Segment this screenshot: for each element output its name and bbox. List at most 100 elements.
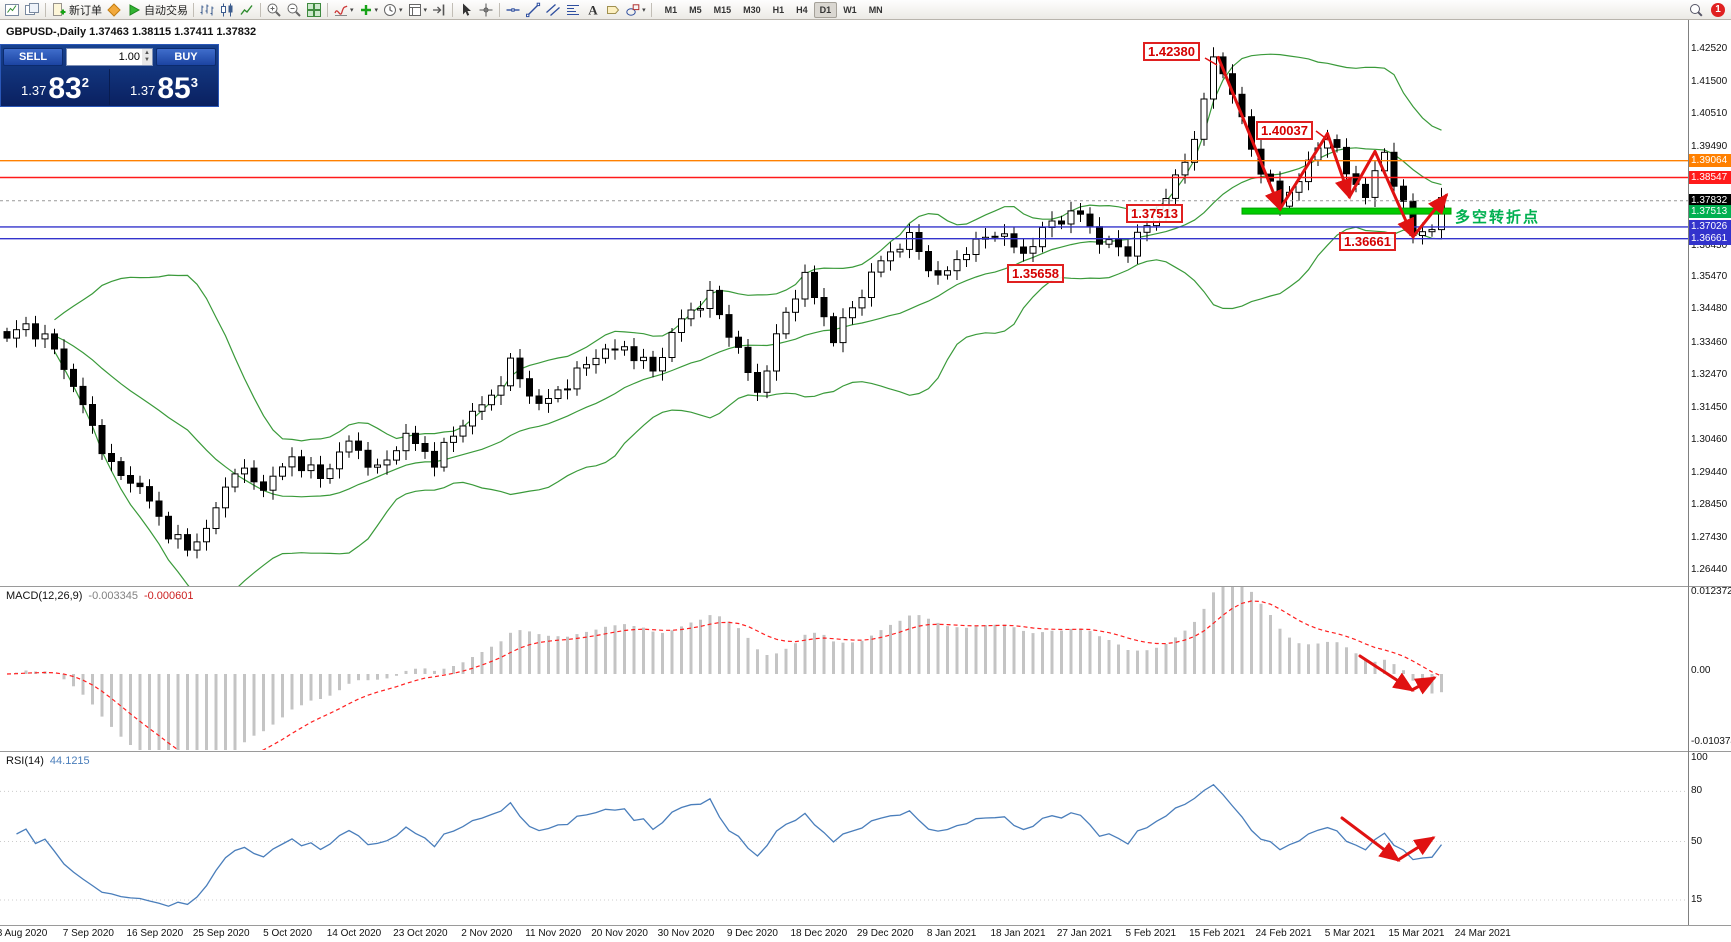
horizontal-line-icon xyxy=(506,7,520,12)
rsi-scale-label: 100 xyxy=(1691,752,1708,763)
toolbar-tile-windows-button[interactable] xyxy=(304,1,324,19)
timeframe-H4[interactable]: H4 xyxy=(796,4,808,15)
volume-field: ▲ ▼ xyxy=(66,48,153,66)
price-annotation-box[interactable]: 1.35658 xyxy=(1007,264,1064,283)
date-axis-label: 24 Mar 2021 xyxy=(1454,928,1511,939)
toolbar-horizontal-line-button[interactable] xyxy=(503,1,523,19)
macd-signal-line xyxy=(6,600,1442,750)
toolbar-text-button[interactable]: A xyxy=(583,1,603,19)
volume-spinner: ▲ ▼ xyxy=(142,49,152,65)
toolbar-separator xyxy=(650,2,652,17)
timeframe-W1[interactable]: W1 xyxy=(843,4,857,15)
profiles-icon xyxy=(25,2,39,15)
fibonacci-icon xyxy=(567,4,580,15)
timeframe-D1[interactable]: D1 xyxy=(813,1,838,18)
chart-title: GBPUSD-,Daily 1.37463 1.38115 1.37411 1.… xyxy=(6,26,256,38)
price-axis-label: 1.41500 xyxy=(1691,75,1728,87)
timeframe-H1[interactable]: H1 xyxy=(772,4,785,15)
volume-down-button[interactable]: ▼ xyxy=(144,57,150,63)
sell-price[interactable]: 1.37 83 2 xyxy=(21,72,89,105)
timeframe-M30[interactable]: M30 xyxy=(743,4,761,15)
toolbar-autotrading-button[interactable]: 自动交易 xyxy=(124,1,190,19)
panel-separator[interactable] xyxy=(0,586,1731,587)
toolbar-separator xyxy=(260,2,261,17)
timeframe-MN[interactable]: MN xyxy=(868,4,883,15)
templates-icon xyxy=(408,3,421,16)
macd-histogram xyxy=(15,587,1443,750)
toolbar-zoom-in-button[interactable] xyxy=(264,1,284,19)
toolbar-cursor-button[interactable] xyxy=(456,1,476,19)
date-axis-label: 29 Dec 2020 xyxy=(856,928,914,939)
toolbar-profiles-button[interactable] xyxy=(22,1,42,19)
panel-separator[interactable] xyxy=(0,751,1731,752)
toolbar: 新订单 自动交易 ▾ ▾ ▾ ▾ A ▾ M1 M5 M15 M30 H1 H4 D1 W1 MN 1 xyxy=(0,0,1731,20)
toolbar-new-chart-button[interactable] xyxy=(2,1,22,19)
chart-shift-icon xyxy=(433,4,445,15)
buy-button[interactable]: BUY xyxy=(156,48,216,66)
date-axis-label: 2 Nov 2020 xyxy=(461,928,513,939)
trendline-icon xyxy=(526,2,541,17)
timeframe-M1[interactable]: M1 xyxy=(664,4,678,15)
toolbar-separator xyxy=(193,2,194,17)
date-axis-label: 18 Jan 2021 xyxy=(990,928,1046,939)
toolbar-equidistant-channel-button[interactable] xyxy=(543,1,563,19)
sell-button[interactable]: SELL xyxy=(3,48,63,66)
date-axis-label: 20 Nov 2020 xyxy=(591,928,648,939)
timeframe-M15[interactable]: M15 xyxy=(713,4,732,15)
text-icon: A xyxy=(588,2,598,17)
volume-input[interactable] xyxy=(67,49,142,65)
expert-icon xyxy=(107,2,121,17)
chevron-down-icon: ▾ xyxy=(350,6,354,14)
date-axis-label: 8 Aug 2020 xyxy=(0,928,48,939)
toolbar-periods-button[interactable]: ▾ xyxy=(380,1,405,19)
toolbar-separator xyxy=(452,2,454,17)
chevron-down-icon: ▾ xyxy=(642,6,646,14)
candlestick-series xyxy=(3,47,1445,559)
date-axis-label: 18 Dec 2020 xyxy=(790,928,848,939)
toolbar-line-chart-button[interactable] xyxy=(237,1,257,19)
price-annotation-box[interactable]: 1.36661 xyxy=(1339,232,1396,251)
macd-scale-label: -0.010374 xyxy=(1691,736,1731,747)
price-axis-label: 1.32470 xyxy=(1691,368,1728,380)
timeframe-M5[interactable]: M5 xyxy=(689,4,702,15)
toolbar-crosshair-button[interactable] xyxy=(476,1,496,19)
search-button[interactable] xyxy=(1686,1,1706,19)
date-axis-label: 15 Mar 2021 xyxy=(1388,928,1445,939)
date-axis-label: 25 Sep 2020 xyxy=(192,928,250,939)
toolbar-zoom-out-button[interactable] xyxy=(284,1,304,19)
toolbar-indicators-button[interactable]: ▾ xyxy=(331,1,356,19)
date-axis-label: 24 Feb 2021 xyxy=(1255,928,1312,939)
price-axis-label: 1.40510 xyxy=(1691,107,1728,119)
price-annotation-box[interactable]: 1.37513 xyxy=(1126,204,1183,223)
volume-up-button[interactable]: ▲ xyxy=(144,50,150,56)
notification-badge[interactable]: 1 xyxy=(1711,2,1725,17)
price-axis-label: 1.28450 xyxy=(1691,499,1728,511)
toolbar-expert-button[interactable] xyxy=(104,1,124,19)
toolbar-new-order-button[interactable]: 新订单 xyxy=(49,1,104,19)
price-annotation-box[interactable]: 1.42380 xyxy=(1143,42,1200,61)
price-axis-label: 1.42520 xyxy=(1691,42,1728,54)
toolbar-fibonacci-button[interactable] xyxy=(563,1,583,19)
price-axis-label: 1.39490 xyxy=(1691,140,1728,152)
toolbar-templates-button[interactable]: ▾ xyxy=(405,1,430,19)
price-annotation-box[interactable]: 1.40037 xyxy=(1256,121,1313,140)
buy-price[interactable]: 1.37 85 3 xyxy=(130,72,198,105)
trend-zigzag-annotation[interactable] xyxy=(1204,55,1449,240)
indicator-arrow-annotations[interactable] xyxy=(1340,654,1437,862)
toolbar-shapes-button[interactable]: ▾ xyxy=(623,1,648,19)
support-zone-line[interactable] xyxy=(1241,207,1452,215)
bar-chart-icon xyxy=(200,4,214,15)
toolbar-add-object-button[interactable]: ▾ xyxy=(356,1,381,19)
toolbar-text-label-button[interactable] xyxy=(603,1,623,19)
toolbar-trendline-button[interactable] xyxy=(523,1,543,19)
date-axis-label: 8 Jan 2021 xyxy=(926,928,977,939)
rsi-scale-label: 15 xyxy=(1691,893,1703,905)
toolbar-bar-chart-button[interactable] xyxy=(197,1,217,19)
toolbar-candlestick-chart-button[interactable] xyxy=(217,1,237,19)
annotation-note-text[interactable]: 多空转折点 xyxy=(1455,209,1541,226)
toolbar-chart-shift-button[interactable] xyxy=(429,1,449,19)
new-chart-icon xyxy=(5,3,19,16)
bollinger-bands xyxy=(53,53,1442,586)
toolbar-separator xyxy=(327,2,328,17)
